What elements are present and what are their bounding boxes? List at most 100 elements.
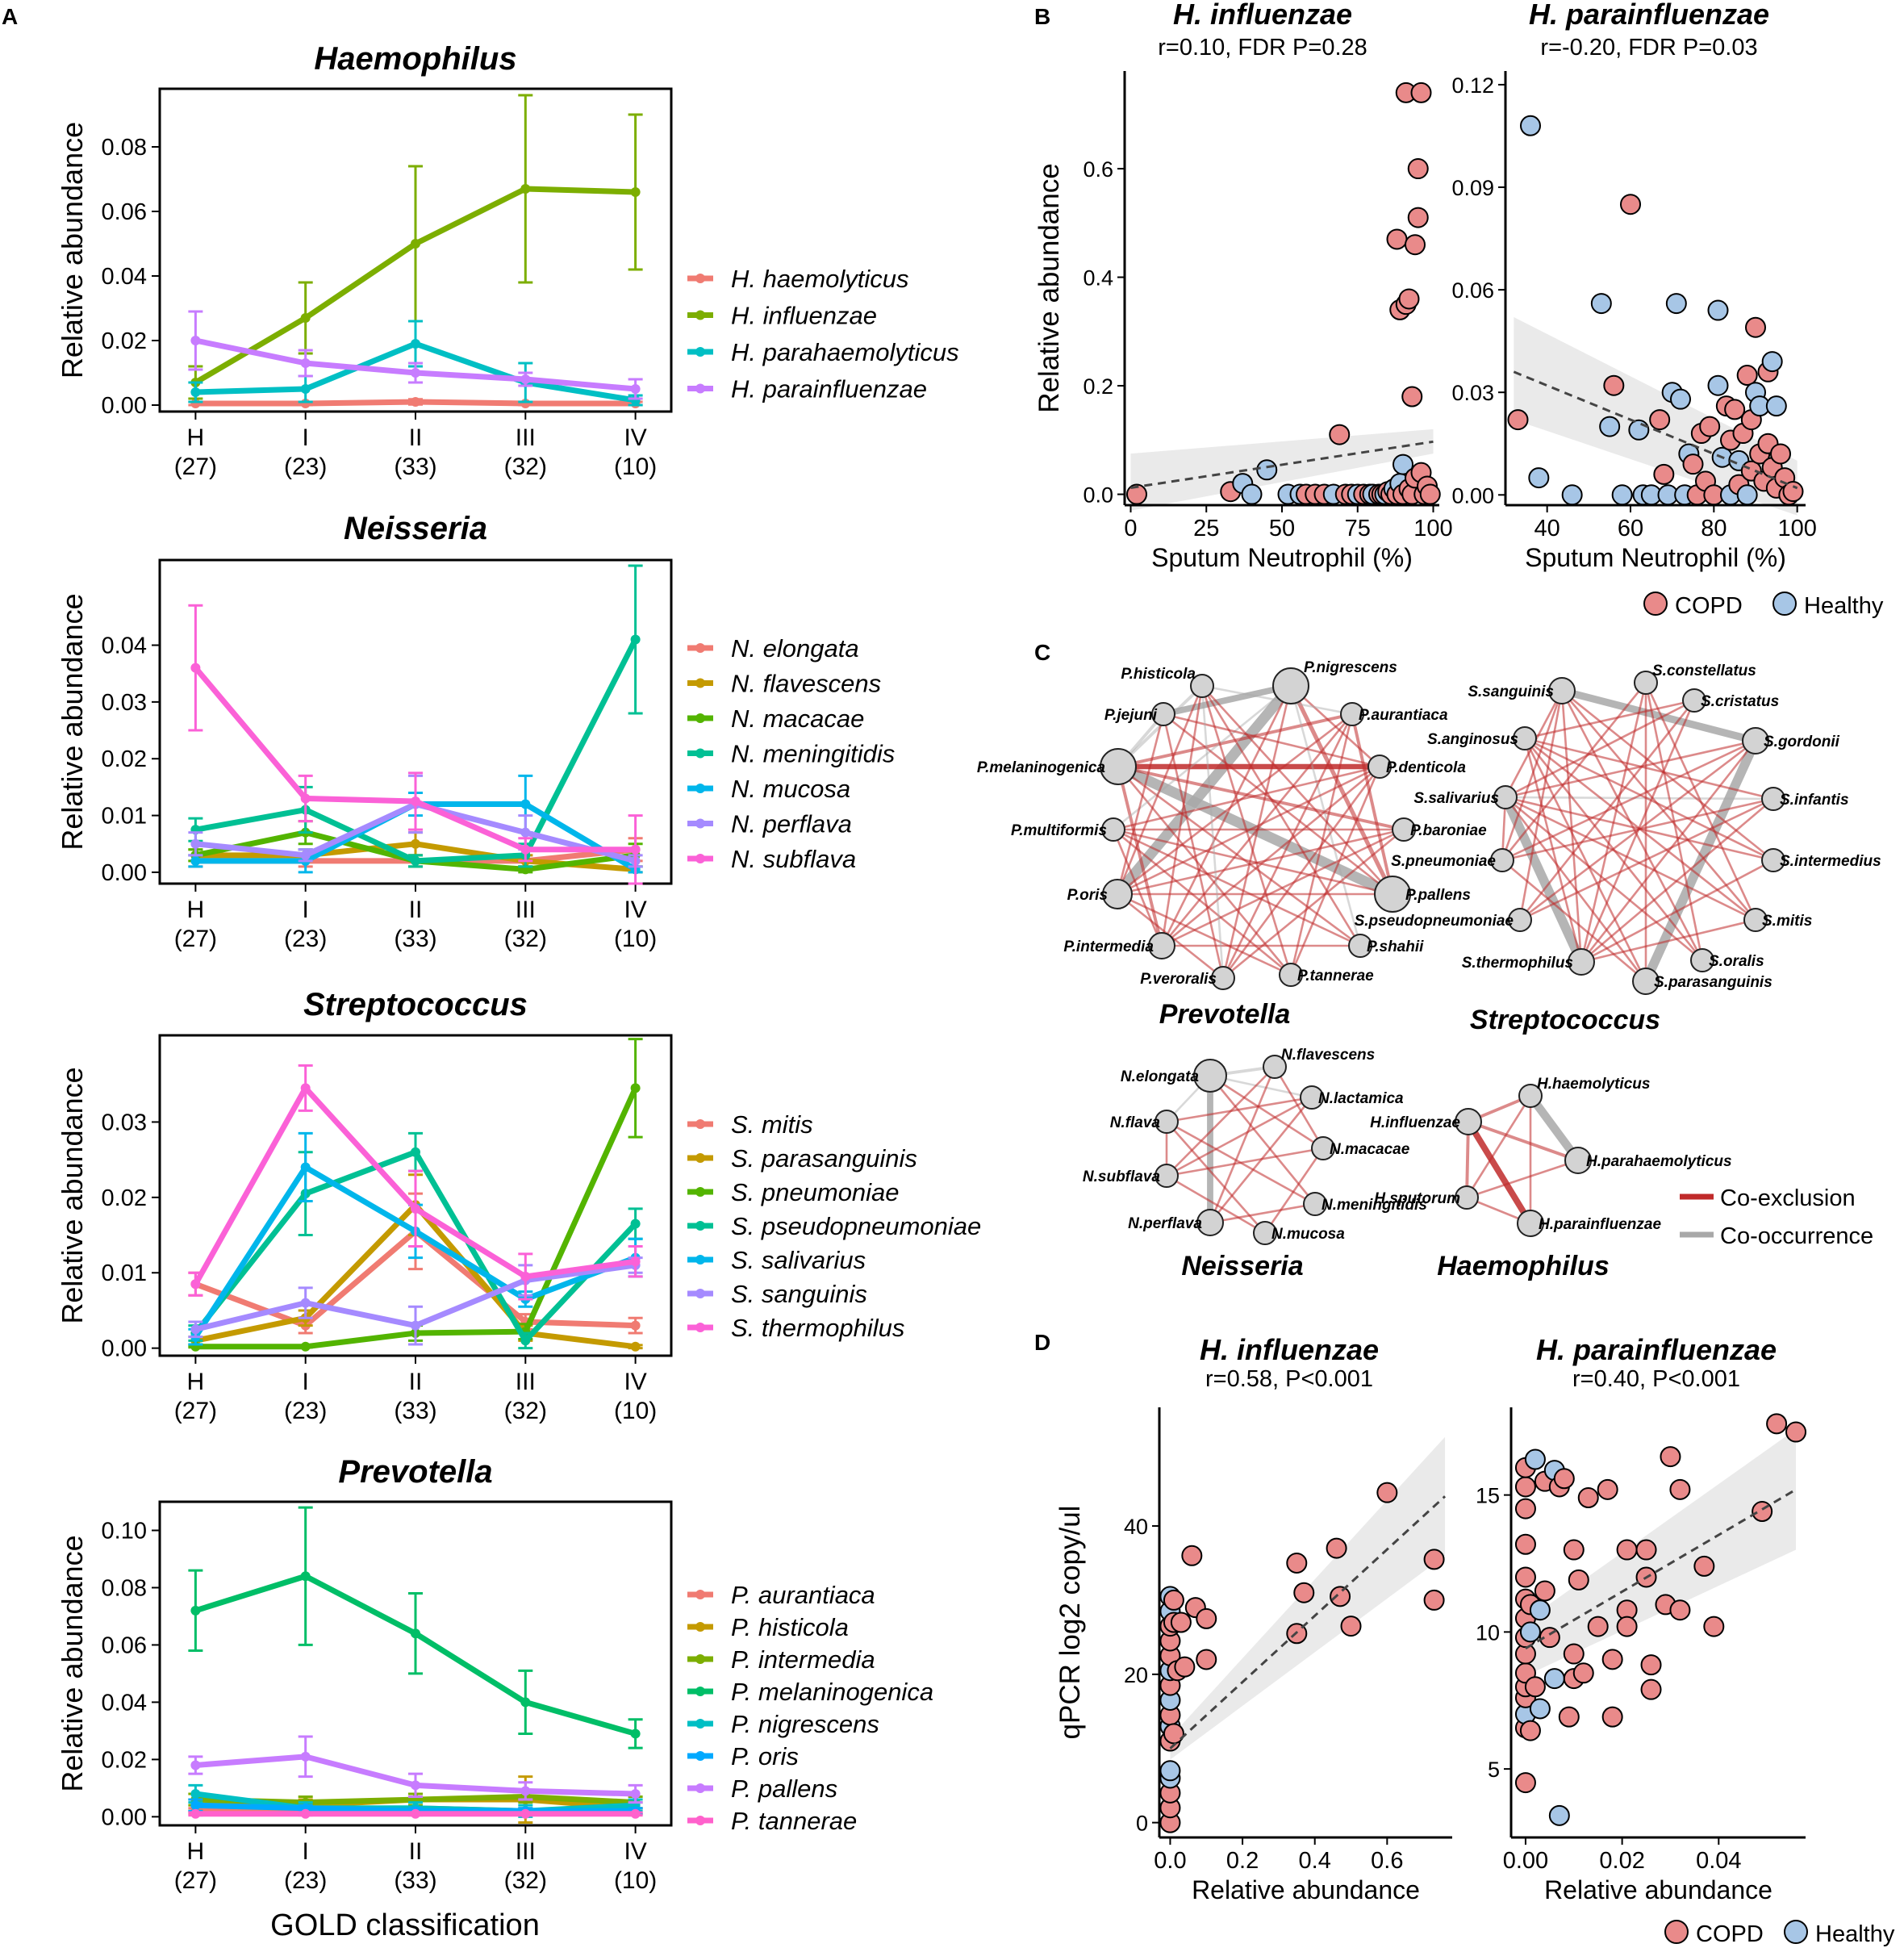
x-tick-label: 0.6 — [1371, 1848, 1403, 1874]
node-n-perflava — [1196, 1209, 1224, 1236]
data-point — [300, 1571, 311, 1582]
data-point — [630, 1788, 641, 1799]
point-copd — [1196, 1607, 1217, 1629]
legend-copd-marker-d — [1664, 1920, 1689, 1944]
confidence-band — [1130, 428, 1434, 511]
node-label: S.oralis — [1709, 953, 1764, 970]
chart-title: Neisseria — [344, 511, 487, 546]
edge-co-exclusion — [1160, 685, 1204, 947]
y-tick-label: 0.00 — [102, 1336, 147, 1362]
network-nodes: S.sanguinis S.constellatus S.cristatus S.go… — [1355, 663, 1881, 995]
data-point — [411, 397, 420, 407]
data-point — [520, 1808, 531, 1819]
y-tick-label: 0.02 — [102, 1747, 147, 1773]
edge-co-exclusion — [1524, 737, 1774, 862]
node-label: P.pallens — [1405, 887, 1471, 904]
series-p-melaninogenica — [188, 1506, 643, 1749]
node-label: N.elongata — [1121, 1068, 1200, 1085]
x-tick-count: (23) — [284, 1398, 327, 1424]
node-s-pneumoniae — [1490, 848, 1514, 872]
point-copd — [1649, 409, 1671, 431]
network-edges — [1112, 682, 1405, 980]
edge-co-exclusion — [1117, 765, 1361, 947]
network-neisseria: N.elongata N.flavescens N.lactamica N.macac… — [1083, 1047, 1427, 1281]
node-s-oralis — [1690, 948, 1714, 972]
y-tick-label: 0.08 — [102, 1575, 147, 1601]
node-s-parasanguinis — [1632, 968, 1660, 995]
edge-co-exclusion — [1113, 828, 1393, 896]
network-edges — [1465, 1093, 1582, 1226]
legend-key-dot — [695, 1187, 705, 1197]
legend-label: P. tannerae — [731, 1807, 857, 1835]
edge-co-exclusion — [1351, 713, 1394, 895]
point-copd — [1699, 416, 1721, 437]
edge-co-exclusion — [1113, 828, 1361, 947]
point-copd — [1603, 374, 1625, 396]
fit-line — [1513, 370, 1798, 490]
node-label: S.pseudopneumoniae — [1355, 913, 1514, 930]
point-healthy — [1599, 416, 1621, 437]
legend-key-dot — [695, 1751, 705, 1761]
point-copd — [1669, 1478, 1691, 1500]
network-edges — [1501, 682, 1774, 984]
point-copd — [1620, 194, 1641, 215]
legend-label: S. mitis — [731, 1110, 813, 1139]
point-copd — [1703, 1616, 1725, 1637]
data-point — [300, 793, 311, 804]
node-p-shahii — [1348, 934, 1372, 958]
edge-co-exclusion — [1209, 1066, 1276, 1223]
point-copd — [1693, 1555, 1715, 1577]
point-copd — [1568, 1569, 1589, 1591]
edge-co-occurrence — [1113, 684, 1292, 831]
node-label: P.melaninogenica — [977, 759, 1106, 776]
legend-label: P. melaninogenica — [731, 1678, 933, 1706]
point-copd — [1640, 1678, 1662, 1700]
point-copd — [1181, 1545, 1203, 1566]
node-label: S.salivarius — [1413, 790, 1499, 807]
y-tick-label: 0.03 — [102, 690, 147, 716]
node-label: N.perflava — [1128, 1215, 1202, 1232]
x-tick-label: 0.4 — [1299, 1848, 1331, 1874]
edge-co-exclusion — [1501, 682, 1647, 861]
point-healthy — [1159, 1760, 1181, 1782]
edge-co-exclusion — [1505, 739, 1756, 799]
node-p-aurantiaca — [1340, 702, 1364, 726]
x-tick-label: 40 — [1534, 516, 1560, 541]
group-legend-b: COPD Healthy — [1643, 592, 1884, 619]
legend-key-dot — [695, 854, 705, 863]
legend-label: N. macacae — [731, 704, 864, 733]
edge-co-exclusion — [1466, 1159, 1579, 1199]
node-p-intermedia — [1148, 932, 1175, 959]
point-copd — [1326, 1537, 1347, 1559]
point-copd — [1563, 1539, 1585, 1561]
point-copd — [1376, 1482, 1398, 1503]
x-tick-label: IV — [624, 897, 646, 923]
point-healthy — [1256, 459, 1278, 481]
node-label: S.constellatus — [1652, 663, 1756, 679]
chart-title: H. parainfluenzae — [1529, 0, 1769, 31]
x-tick-label: 100 — [1413, 516, 1452, 541]
edge-co-exclusion — [1580, 918, 1756, 964]
point-healthy — [1665, 293, 1687, 315]
edge-co-exclusion — [1504, 796, 1647, 982]
y-axis-label: Relative abundance — [56, 593, 89, 850]
node-label: P.jejuni — [1104, 707, 1158, 724]
legend-co-occurrence-label: Co-occurrence — [1720, 1223, 1873, 1249]
node-h-haemolyticus — [1518, 1084, 1543, 1108]
y-tick-label: 0.0 — [1083, 483, 1113, 508]
x-tick-count: (10) — [614, 1867, 657, 1894]
point-copd — [1196, 1649, 1217, 1670]
legend-label: P. histicola — [731, 1613, 849, 1641]
point-healthy — [1529, 1698, 1551, 1720]
data-point — [411, 796, 420, 806]
point-copd — [1514, 1772, 1536, 1794]
node-label: P.tannerae — [1297, 968, 1374, 984]
node-n-macacae — [1311, 1136, 1335, 1160]
legend-key-dot — [695, 1255, 705, 1265]
edge-co-exclusion — [1209, 1202, 1316, 1224]
edge-co-occurrence — [1200, 685, 1225, 979]
data-point — [190, 1800, 201, 1811]
chart-prevotella-gold: Prevotella Relative abundance 0.00 0.02 0.04… — [56, 1454, 933, 1894]
node-label: S.infantis — [1780, 792, 1849, 809]
point-copd — [1524, 1676, 1546, 1698]
